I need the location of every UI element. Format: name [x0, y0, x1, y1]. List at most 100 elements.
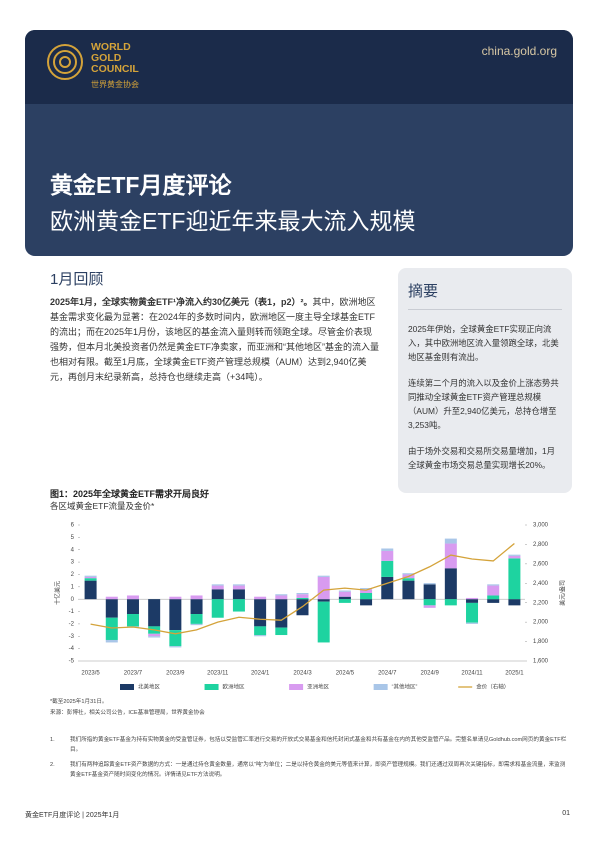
y2-tick-label: 1,800 — [533, 639, 549, 645]
y-tick-label: -4 — [69, 646, 75, 652]
bar — [360, 599, 373, 606]
y-tick-label: 6 — [71, 523, 75, 529]
summary-paragraph: 由于场外交易和交易所交易量增加，1月全球黄金市场交易总量实现增长20%。 — [408, 446, 556, 470]
x-tick-label: 2025/1 — [505, 671, 524, 677]
bar — [508, 555, 521, 559]
bar — [402, 578, 415, 581]
bar — [190, 614, 203, 624]
footnote-number: 1. — [50, 737, 55, 743]
bar — [466, 599, 479, 603]
legend-label: 北美地区 — [138, 682, 161, 690]
y2-tick-label: 2,400 — [533, 581, 549, 587]
footnote: 2. 我们有两种追踪黄金ETF资产数据的方式：一是通过持仓黄金数量，通常以“吨”为… — [50, 760, 570, 780]
bar — [275, 599, 288, 628]
bar — [444, 599, 457, 606]
y2-tick-label: 2,800 — [533, 542, 549, 548]
bar — [232, 584, 245, 586]
bar — [338, 599, 351, 603]
bar — [317, 575, 330, 577]
x-tick-label: 2024/11 — [461, 671, 483, 677]
y-tick-label: 2 — [71, 572, 75, 578]
legend-swatch — [289, 684, 304, 690]
bar — [444, 568, 457, 600]
bar — [84, 578, 97, 581]
legend-label: “其他地区” — [392, 682, 418, 690]
bar — [360, 589, 373, 593]
bar — [296, 594, 309, 598]
bar — [211, 589, 224, 600]
x-tick-label: 2024/3 — [293, 671, 312, 677]
y-tick-label: -3 — [69, 634, 75, 640]
bar — [232, 599, 245, 612]
footer-text: 黄金ETF月度评论 | 2025年1月 — [25, 812, 120, 819]
legend-swatch — [373, 684, 388, 690]
y2-axis-label: 美元/盎司 — [559, 580, 567, 606]
org-line: COUNCIL — [91, 63, 139, 75]
bar — [381, 576, 394, 600]
y-tick-label: -1 — [69, 609, 75, 615]
bar — [423, 605, 436, 608]
y2-tick-label: 3,000 — [533, 523, 549, 529]
bar — [169, 646, 182, 648]
y2-tick-label: 2,200 — [533, 600, 549, 606]
bar — [381, 550, 394, 561]
bar — [508, 599, 521, 606]
bar — [254, 635, 267, 637]
bar — [190, 595, 203, 600]
header-band: WORLD GOLD COUNCIL 世界黄金协会 china.gold.org — [25, 30, 573, 104]
figure-source: 来源：彭博社，相关公司公告，ICE基准管理局，世界黄金协会 — [50, 710, 205, 716]
bar — [105, 599, 118, 618]
x-tick-label: 2023/5 — [81, 671, 100, 677]
figure-subtitle: 各区域黄金ETF流量及金价* — [50, 501, 155, 511]
bar — [148, 636, 161, 638]
bar — [338, 591, 351, 597]
footnote-number: 2. — [50, 762, 55, 768]
bar — [190, 599, 203, 615]
org-line: WORLD — [91, 41, 131, 53]
bar — [360, 593, 373, 600]
title: 黄金ETF月度评论 — [50, 172, 232, 198]
bar — [338, 596, 351, 600]
org-name-cn: 世界黄金协会 — [91, 80, 139, 89]
x-tick-label: 2024/7 — [378, 671, 397, 677]
footnote-text: 我们所指的黄金ETF基金为持有实物黄金的受监管证券，包括以受监管汇率进行交易的开… — [70, 737, 567, 753]
bar — [296, 593, 309, 595]
y-tick-label: -2 — [69, 621, 75, 627]
bar — [105, 639, 118, 643]
y-tick-label: 1 — [71, 584, 75, 590]
bar — [317, 599, 330, 602]
bar — [381, 548, 394, 551]
y2-tick-label: 2,600 — [533, 561, 549, 567]
bar — [444, 543, 457, 569]
x-tick-label: 2024/5 — [336, 671, 355, 677]
review-paragraph: 2025年1月，全球实物黄金ETF¹净流入约30亿美元（表1，p2）²。其中，欧… — [50, 295, 380, 385]
bar — [487, 599, 500, 603]
bar — [444, 538, 457, 544]
bar — [423, 583, 436, 585]
bar — [508, 558, 521, 600]
website: china.gold.org — [481, 44, 557, 58]
legend-label: 亚洲地区 — [307, 682, 330, 690]
bar — [126, 595, 139, 600]
bar — [254, 599, 267, 627]
body: 其中，欧洲地区基金需求变化最为显著：在2024年的多数时间内，欧洲地区一度主导全… — [50, 297, 379, 382]
y-tick-label: 0 — [71, 597, 75, 603]
bar — [423, 584, 436, 600]
bar — [402, 573, 415, 575]
figure-title: 图1：2025年全球黄金ETF需求开局良好 — [50, 489, 210, 499]
x-tick-label: 2023/7 — [124, 671, 143, 677]
legend-swatch — [120, 684, 134, 690]
summary-paragraph: 连续第二个月的流入以及金价上涨态势共同推动全球黄金ETF资产管理总规模（AUM）… — [408, 378, 559, 430]
bar — [105, 617, 118, 640]
bar — [84, 576, 97, 579]
bar — [84, 575, 97, 577]
bar — [254, 626, 267, 636]
bar — [211, 584, 224, 586]
bar — [296, 597, 309, 600]
footnote: 1. 我们所指的黄金ETF基金为持有实物黄金的受监管证券，包括以受监管汇率进行交易… — [50, 735, 570, 755]
y-axis-label: 十亿美元 — [54, 581, 62, 605]
bar — [148, 633, 161, 637]
summary-paragraph: 2025年伊始，全球黄金ETF实现正向流入，其中欧洲地区流入量领跑全球，北美地区… — [408, 324, 559, 362]
